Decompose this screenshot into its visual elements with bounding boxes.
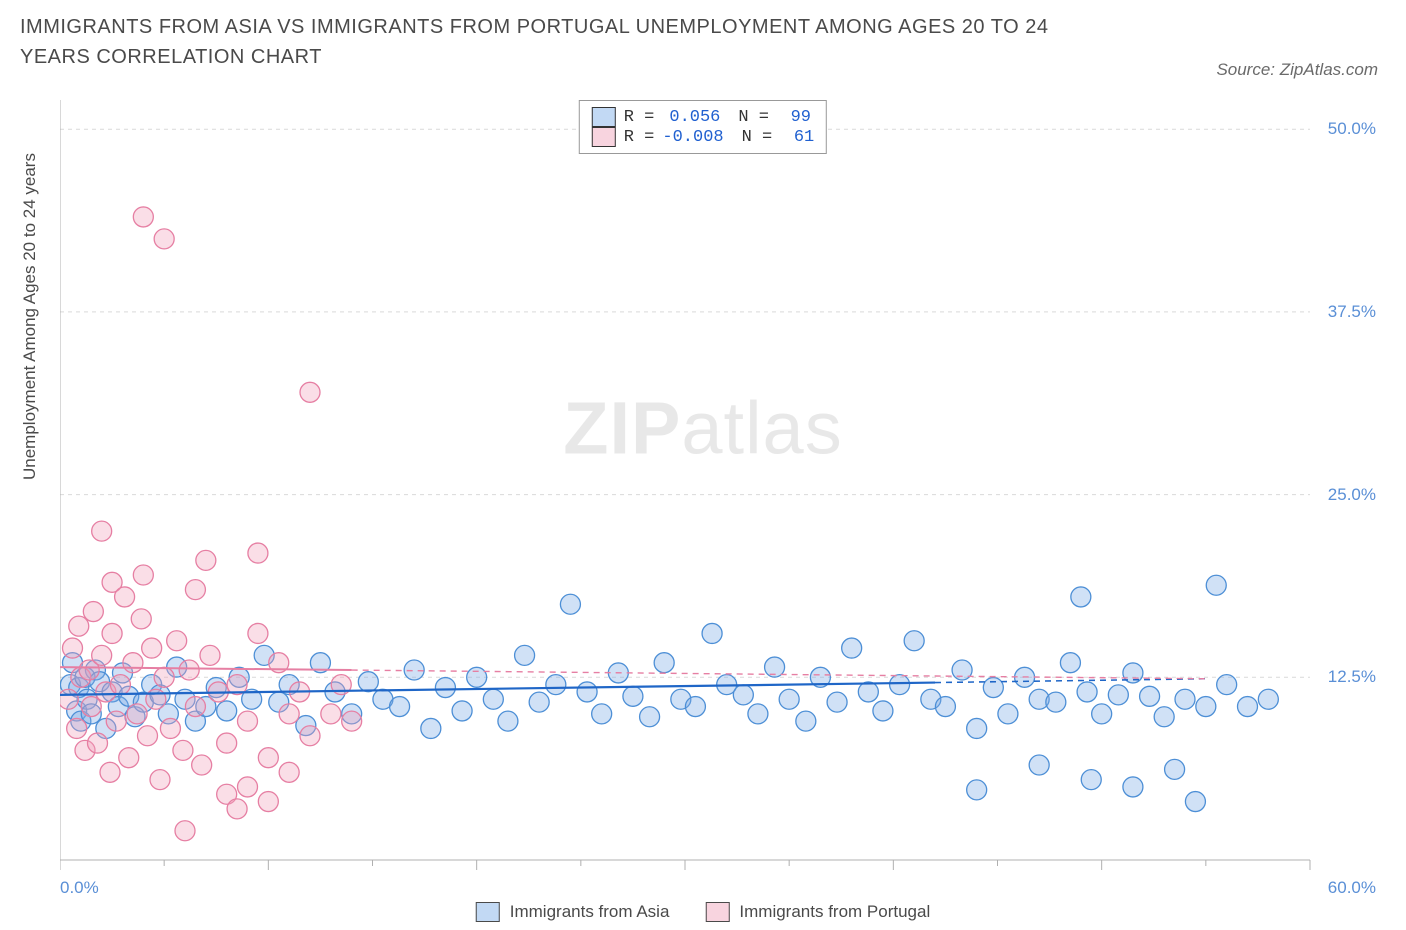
legend-swatch (592, 127, 616, 147)
legend-swatch (705, 902, 729, 922)
r-value: 0.056 (662, 108, 720, 127)
y-axis-label: Unemployment Among Ages 20 to 24 years (20, 153, 40, 480)
chart-title: IMMIGRANTS FROM ASIA VS IMMIGRANTS FROM … (20, 12, 1120, 72)
legend-item: Immigrants from Asia (476, 902, 670, 922)
correlation-stats-legend: R =0.056N =99R =-0.008N =61 (579, 100, 827, 154)
n-label: N = (738, 108, 769, 127)
stats-row: R = -0.008 N = 61 (592, 127, 814, 147)
series-legend: Immigrants from Asia Immigrants from Port… (476, 902, 931, 922)
x-axis-min-label: 0.0% (60, 878, 99, 898)
y-tick-label: 50.0% (1328, 119, 1376, 139)
x-axis-max-label: 60.0% (1328, 878, 1376, 898)
legend-item: Immigrants from Portugal (705, 902, 930, 922)
scatter-plot-svg (60, 100, 1376, 870)
legend-label: Immigrants from Portugal (739, 902, 930, 922)
stats-row: R = 0.056 N = 99 (592, 107, 814, 127)
y-tick-label: 12.5% (1328, 667, 1376, 687)
n-value: 61 (780, 128, 814, 147)
legend-swatch (476, 902, 500, 922)
r-label: R = (624, 128, 655, 147)
r-value: -0.008 (662, 128, 723, 147)
source-label: Source: ZipAtlas.com (1216, 60, 1378, 80)
y-tick-label: 37.5% (1328, 302, 1376, 322)
legend-label: Immigrants from Asia (510, 902, 670, 922)
legend-swatch (592, 107, 616, 127)
y-tick-label: 25.0% (1328, 485, 1376, 505)
r-label: R = (624, 108, 655, 127)
chart-area: 12.5%25.0%37.5%50.0% 0.0% 60.0% (60, 100, 1376, 870)
n-label: N = (742, 128, 773, 147)
n-value: 99 (777, 108, 811, 127)
